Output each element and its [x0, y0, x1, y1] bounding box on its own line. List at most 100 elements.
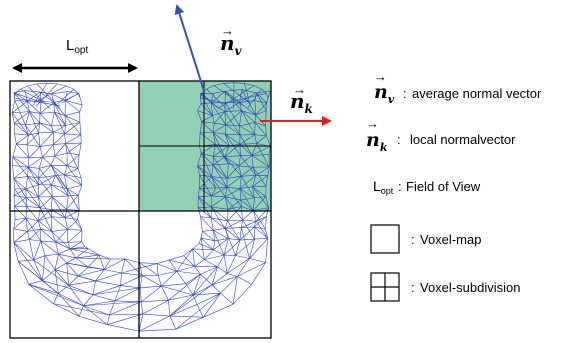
mesh-edge [265, 110, 267, 127]
mesh-edge [27, 220, 39, 232]
mesh-edge [200, 93, 213, 116]
mesh-edge [14, 188, 27, 207]
mesh-edge [42, 280, 59, 294]
mesh-edge [50, 196, 53, 210]
mesh-edge [183, 248, 193, 256]
mesh-edge [239, 143, 257, 145]
mesh-edge [185, 283, 194, 296]
mesh-edge [244, 83, 251, 106]
mesh-edge [25, 206, 28, 219]
mesh-edge [169, 255, 184, 261]
mesh-edge [202, 231, 216, 242]
mesh-edge [42, 157, 52, 166]
mesh-edge [256, 143, 270, 168]
mesh-edge [266, 93, 269, 99]
mesh-edge [26, 101, 41, 114]
mesh-edge [53, 143, 66, 145]
mesh-edge [51, 184, 53, 197]
mesh-edge [64, 165, 68, 175]
mesh-edge [251, 146, 271, 156]
mesh-edge [201, 153, 214, 157]
mesh-edge [240, 206, 243, 221]
mesh-edge [239, 122, 256, 127]
mesh-edge [66, 165, 82, 186]
mesh-edge [211, 217, 226, 229]
mesh-edge [255, 102, 267, 116]
mesh-edge [54, 111, 65, 134]
mesh-edge [239, 176, 242, 189]
mesh-edge [254, 114, 256, 123]
mesh-edge [40, 240, 59, 255]
mesh-edge [39, 122, 54, 133]
mesh-edge [77, 219, 83, 231]
mesh-edge [98, 254, 105, 270]
mesh-edge [224, 220, 228, 229]
mesh-edge [237, 276, 252, 285]
mesh-edge [212, 230, 216, 241]
legend: → nv : average normal vector → nk : loca… [366, 69, 542, 302]
mesh-edge [239, 125, 255, 135]
mesh-edge [55, 229, 68, 243]
mesh-edge [212, 132, 216, 145]
mesh-edge [211, 186, 228, 197]
mesh-edge [13, 93, 16, 99]
mesh-edge [15, 89, 21, 94]
mesh-edge [253, 207, 269, 211]
mesh-edge [227, 273, 238, 277]
mesh-edge [64, 174, 82, 178]
nv-label: nv [220, 31, 243, 58]
mesh-edge [25, 111, 30, 126]
mesh-edge [14, 100, 28, 102]
mesh-edge [29, 111, 39, 134]
mesh-edge [25, 188, 39, 198]
mesh-edge [227, 220, 241, 241]
mesh-edge [26, 206, 41, 209]
mesh-edge [64, 174, 68, 189]
mesh-edge [197, 110, 213, 116]
mesh-edge [212, 156, 228, 179]
mesh-edge [55, 175, 68, 189]
svg-text::: : [403, 86, 407, 101]
mesh-edge [75, 257, 89, 268]
mesh-edge [51, 93, 66, 101]
mesh-edge [240, 197, 255, 201]
lopt-label: Lopt [66, 37, 88, 56]
mesh-edge [197, 165, 200, 176]
mesh-edge [223, 238, 229, 256]
mesh-edge [217, 254, 225, 267]
mesh-edge [80, 177, 83, 186]
mesh-edge [197, 110, 202, 122]
mesh-edge [109, 313, 143, 316]
mesh-edge [33, 240, 42, 261]
mesh-edge [67, 230, 83, 243]
legend-nk-symbol: nk [366, 129, 388, 154]
mesh-edge [239, 186, 253, 190]
voxel-subdivision-lines [139, 81, 271, 211]
mesh-edge [13, 231, 28, 243]
mesh-edge [224, 111, 227, 125]
mesh-edge [58, 284, 69, 294]
mesh-edge [254, 134, 267, 137]
mesh-edge [66, 188, 69, 196]
mesh-edge [239, 227, 242, 241]
mesh-edge [38, 132, 41, 147]
mesh-edge [212, 111, 225, 116]
mesh-edge [235, 240, 241, 256]
mesh-edge [26, 135, 29, 145]
mesh-edge [192, 248, 214, 251]
mesh-edge [25, 217, 42, 242]
mesh-edge [65, 143, 68, 154]
mesh-edge [265, 238, 269, 263]
mesh-edge [13, 242, 43, 281]
mesh-edge [120, 285, 141, 289]
u-shaped-mesh [11, 82, 271, 332]
mesh-edge [253, 197, 255, 211]
mesh-edge [241, 221, 257, 228]
mesh-edge [196, 304, 204, 318]
mesh-edge [225, 133, 241, 136]
mesh-edge [212, 164, 228, 179]
mesh-edge [211, 164, 214, 177]
mesh-edge [265, 216, 267, 230]
mesh-edge [256, 92, 267, 104]
